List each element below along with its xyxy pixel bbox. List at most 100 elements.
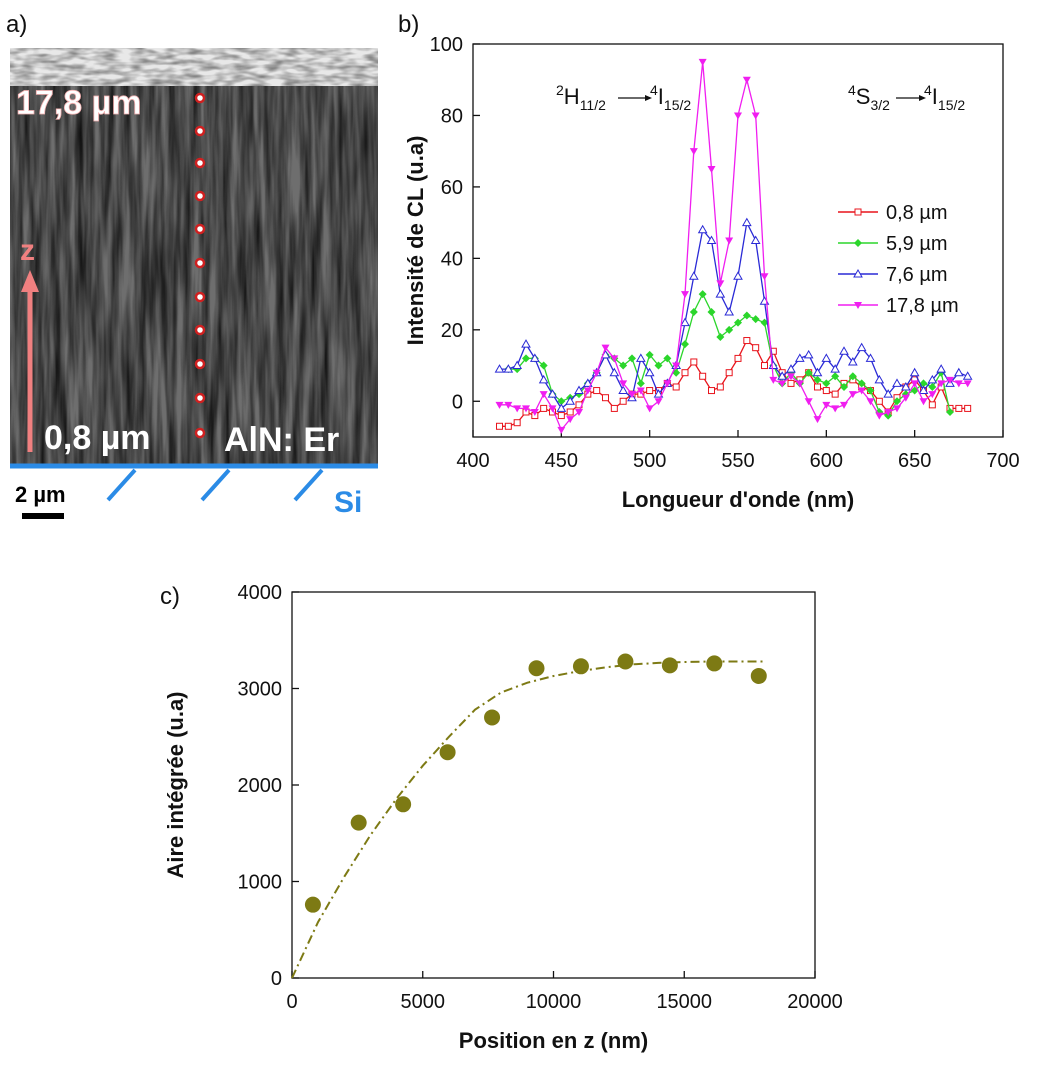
marker xyxy=(937,380,946,388)
marker xyxy=(619,397,627,405)
marker xyxy=(592,369,601,377)
marker xyxy=(504,401,513,409)
marker xyxy=(707,166,716,174)
annotation: 4S3/2 xyxy=(848,82,890,113)
marker xyxy=(777,371,788,380)
marker xyxy=(741,217,752,227)
marker xyxy=(883,389,894,398)
marker xyxy=(557,426,566,434)
marker xyxy=(566,416,575,424)
marker xyxy=(725,325,734,334)
marker xyxy=(856,342,867,352)
marker xyxy=(848,391,857,399)
marker xyxy=(804,398,813,406)
depth-label: 0,8 µm xyxy=(44,419,151,457)
data-point xyxy=(750,667,767,684)
marker xyxy=(814,383,821,391)
marker xyxy=(512,360,523,370)
marker xyxy=(822,379,831,388)
x-tick-label: 20000 xyxy=(787,991,843,1013)
marker xyxy=(953,367,964,377)
marker xyxy=(539,391,548,399)
x-tick-label: 600 xyxy=(810,450,843,472)
marker xyxy=(734,318,742,327)
marker xyxy=(628,391,636,399)
marker xyxy=(725,237,734,245)
marker xyxy=(681,340,689,349)
marker xyxy=(529,353,540,362)
panel-label: b) xyxy=(398,11,419,38)
marker xyxy=(866,386,875,395)
marker xyxy=(761,362,768,370)
marker xyxy=(812,367,823,377)
marker xyxy=(733,271,743,280)
marker xyxy=(557,397,566,406)
marker xyxy=(962,371,973,380)
marker xyxy=(830,364,841,373)
marker xyxy=(760,273,769,281)
marker xyxy=(752,344,760,352)
marker xyxy=(794,353,805,362)
marker xyxy=(928,401,936,409)
marker xyxy=(522,354,530,363)
x-tick-label: 5000 xyxy=(401,991,446,1013)
marker xyxy=(521,339,531,348)
marker xyxy=(778,380,787,388)
x-tick-label: 400 xyxy=(456,450,489,472)
marker xyxy=(636,387,645,395)
marker xyxy=(689,148,698,156)
y-tick-label: 4000 xyxy=(238,582,283,604)
marker xyxy=(884,408,893,416)
marker xyxy=(822,401,831,409)
marker xyxy=(522,405,530,413)
y-tick-label: 0 xyxy=(271,968,282,990)
marker xyxy=(928,391,937,399)
marker xyxy=(646,387,654,395)
data-point xyxy=(706,655,723,672)
annotation: 4I15/2 xyxy=(650,82,691,113)
marker xyxy=(609,367,620,377)
marker xyxy=(575,408,583,416)
marker xyxy=(919,398,928,406)
legend-marker xyxy=(853,268,863,278)
marker xyxy=(900,381,911,391)
marker xyxy=(538,374,549,384)
marker xyxy=(672,383,680,391)
data-point xyxy=(304,896,321,913)
y-axis-title: Aire intégrée (u.a) xyxy=(163,691,188,878)
marker xyxy=(566,408,574,416)
marker xyxy=(654,361,663,370)
marker xyxy=(698,58,707,66)
marker xyxy=(494,364,505,373)
data-point xyxy=(661,657,678,674)
marker xyxy=(663,354,672,363)
marker xyxy=(946,376,954,384)
marker xyxy=(697,224,708,234)
data-point xyxy=(395,796,412,813)
marker xyxy=(893,405,901,413)
marker xyxy=(689,307,698,316)
marker xyxy=(681,291,689,299)
marker xyxy=(565,396,576,405)
marker xyxy=(743,337,751,345)
marker xyxy=(857,379,866,388)
y-tick-label: 60 xyxy=(441,177,463,199)
y-tick-label: 20 xyxy=(441,320,463,342)
legend-label: 7,6 µm xyxy=(886,264,948,286)
legend-label: 0,8 µm xyxy=(886,202,948,224)
legend-label: 17,8 µm xyxy=(886,295,959,317)
marker xyxy=(690,358,698,366)
y-axis-title: Intensité de CL (u.a) xyxy=(403,136,428,346)
marker xyxy=(574,385,584,395)
marker xyxy=(645,405,654,413)
marker xyxy=(840,401,848,409)
marker xyxy=(688,271,699,280)
sem-image: a) 17,8 µm z 0,8 µm AlN: Er 2 µm Si xyxy=(6,11,378,519)
marker xyxy=(654,398,663,406)
x-axis-title: Position en z (nm) xyxy=(459,1028,648,1053)
marker xyxy=(547,389,558,398)
marker xyxy=(909,367,920,377)
marker xyxy=(839,346,849,355)
marker xyxy=(821,353,832,362)
marker xyxy=(635,353,646,362)
